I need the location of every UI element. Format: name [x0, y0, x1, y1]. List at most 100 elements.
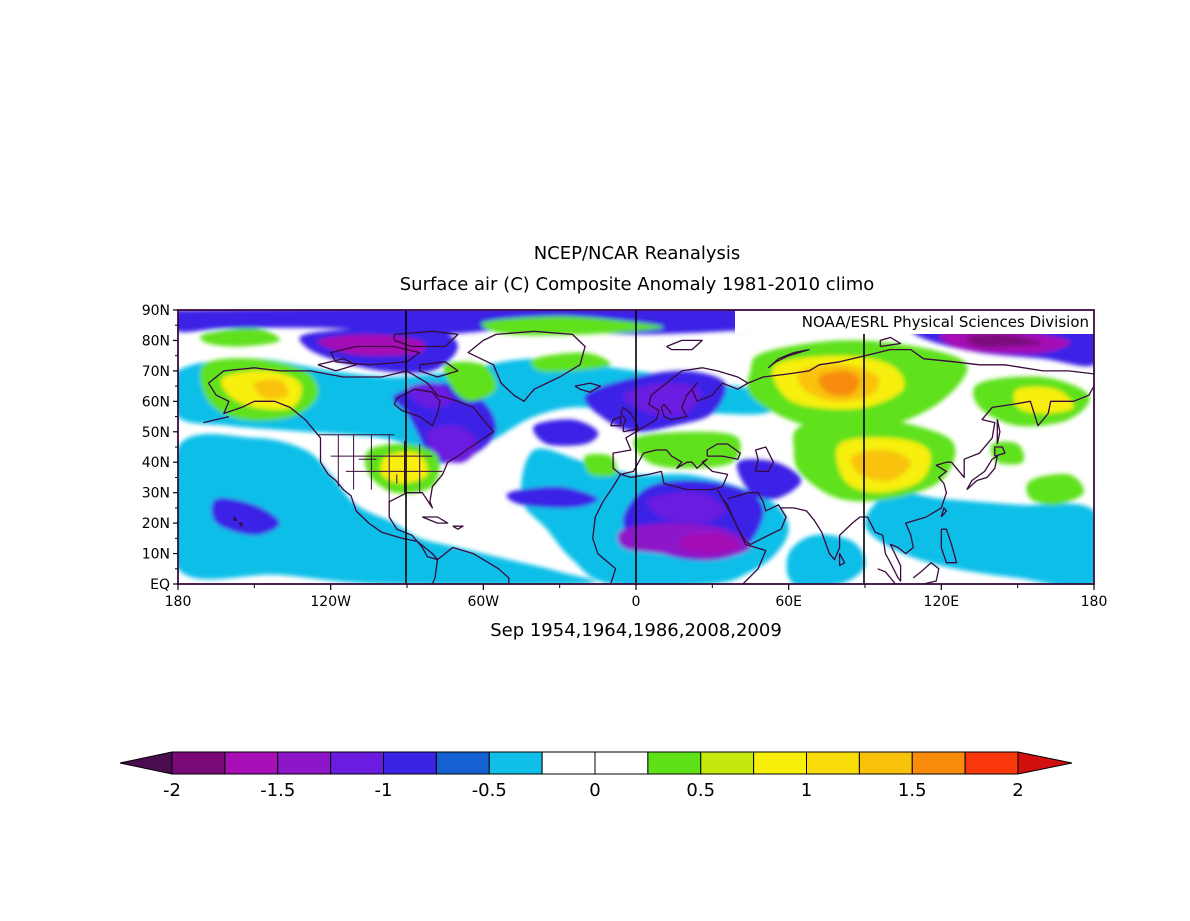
colorbar-high-arrow [1017, 751, 1073, 775]
coastline-20 [781, 385, 1094, 582]
colorbar-label: 0 [589, 780, 600, 801]
latitude-axis: 90N 80N 70N 60N 50N 40N 30N 20N 10N EQ [142, 303, 178, 593]
anomaly-region-24 [211, 497, 280, 536]
colorbar-swatch-2 [277, 751, 332, 775]
lat-tick-label: 80N [142, 333, 170, 349]
coastline-24 [940, 528, 958, 564]
anomaly-region-1 [178, 434, 596, 584]
lat-tick-label: 20N [142, 516, 170, 532]
coastline-4 [393, 330, 459, 348]
lat-tick-label: 90N [142, 303, 170, 319]
lon-tick-label: 120E [924, 594, 960, 610]
colorbar-labels: -2 -1.5 -1 -0.5 0 0.5 1 1.5 2 [163, 780, 1024, 801]
colorbar-swatch-10 [700, 751, 755, 775]
lon-tick-label: 60E [775, 594, 802, 610]
colorbar-swatch-9 [647, 751, 702, 775]
colorbar-label: 0.5 [686, 780, 715, 801]
lat-tick-label: 40N [142, 455, 170, 471]
credit-box [735, 310, 1094, 334]
colorbar-label: -1.5 [260, 780, 295, 801]
coastline-12 [592, 367, 749, 584]
coastline-25 [912, 562, 940, 584]
colorbar-swatch-4 [383, 751, 437, 775]
lat-tick-label: 10N [142, 547, 170, 563]
anomaly-region-36 [818, 370, 860, 397]
coastline-6 [419, 361, 459, 378]
anomaly-region-43 [633, 431, 741, 469]
composite-years-label: Sep 1954,1964,1986,2008,2009 [490, 620, 782, 641]
coastline-14 [706, 443, 741, 460]
colorbar-label: -1 [375, 780, 393, 801]
lon-tick-label: 180 [1081, 594, 1108, 610]
lat-tick-label: 50N [142, 425, 170, 441]
coastline-22 [994, 446, 1006, 457]
colorbar-label: 1 [801, 780, 812, 801]
anomaly-region-11 [406, 382, 454, 408]
anomaly-region-45 [530, 352, 611, 373]
coastline-30 [666, 339, 703, 351]
coastline-35 [203, 415, 230, 424]
anomaly-region-29 [481, 316, 664, 336]
lat-tick-label: 30N [142, 486, 170, 502]
coastline-7 [574, 382, 602, 393]
coastline-17 [609, 415, 622, 427]
anomaly-region-8 [317, 334, 426, 356]
coastline-32 [996, 418, 1001, 445]
colorbar-label: -0.5 [472, 780, 507, 801]
anomaly-region-41 [1013, 386, 1074, 414]
coastline-15 [754, 446, 775, 473]
colorbar-swatch-8 [594, 751, 649, 775]
colorbar-label: 2 [1012, 780, 1023, 801]
lat-tick-label: 60N [142, 394, 170, 410]
anomaly-region-28 [199, 328, 281, 347]
colorbar-label: 1.5 [898, 780, 927, 801]
map-plot-area [178, 310, 1094, 584]
coastline-2 [467, 330, 586, 402]
anomaly-region-22 [680, 533, 739, 554]
coastline-31 [879, 336, 902, 348]
lat-tick-label: EQ [150, 577, 170, 593]
lon-tick-label: 180 [165, 594, 192, 610]
colorbar [119, 751, 1073, 775]
anomaly-region-44 [583, 453, 617, 477]
coastline-9 [431, 559, 439, 584]
colorbar-swatch-3 [330, 751, 385, 775]
coastline-13 [620, 449, 729, 491]
anomaly-region-42 [1026, 473, 1085, 506]
colorbar-swatch-1 [224, 751, 279, 775]
longitude-axis: 180 120W 60W 0 60E 120E 180 [165, 584, 1108, 610]
coastline-8 [437, 546, 510, 584]
lon-tick-label: 120W [310, 594, 351, 610]
coastline-29 [767, 348, 810, 369]
anomaly-region-4 [178, 450, 260, 499]
coastline-3 [330, 345, 421, 366]
lon-tick-label: 60W [467, 594, 499, 610]
coastline-0 [207, 367, 495, 561]
colorbar-swatch-5 [435, 751, 490, 775]
anomaly-region-16 [965, 334, 1044, 348]
coastline-34 [233, 516, 238, 521]
coastline-27 [838, 552, 846, 567]
credit-label: NOAA/ESRL Physical Sciences Division [802, 313, 1089, 331]
lat-tick-label: 70N [142, 364, 170, 380]
anomaly-region-18 [506, 486, 599, 509]
anomaly-region-23 [736, 459, 802, 500]
title-line-2: Surface air (C) Composite Anomaly 1981-2… [400, 274, 875, 295]
title-line-1: NCEP/NCAR Reanalysis [534, 243, 741, 264]
coastline-26 [877, 568, 897, 584]
lon-tick-label: 0 [632, 594, 641, 610]
coastline-11 [452, 525, 464, 530]
coastline-16 [620, 406, 640, 433]
coastline-5 [317, 358, 357, 372]
coastline-21 [966, 455, 998, 491]
colorbar-swatch-0 [171, 751, 226, 775]
coastline-10 [422, 516, 449, 524]
anomaly-region-3 [865, 491, 1094, 584]
anomaly-region-17 [533, 419, 599, 446]
colorbar-swatch-7 [541, 751, 596, 775]
coastline-layer [203, 330, 1094, 584]
colorbar-label: -2 [163, 780, 181, 801]
coastline-19 [722, 492, 787, 546]
colorbar-swatch-14 [911, 751, 966, 775]
